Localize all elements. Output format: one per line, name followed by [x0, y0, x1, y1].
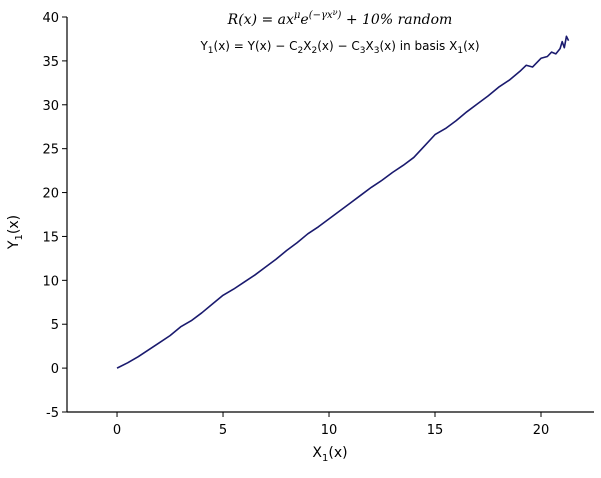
y-tick-label: 25: [42, 143, 59, 158]
y-tick-label: 10: [42, 274, 59, 289]
title-part: + 10% random: [341, 12, 452, 28]
subtitle-part: 3: [360, 46, 366, 56]
data-line: [116, 35, 570, 369]
x-tick-label: 20: [533, 423, 550, 438]
subtitle-part: Y: [199, 39, 208, 53]
subtitle-part: (x): [463, 39, 479, 53]
y-tick-label: 5: [51, 318, 59, 333]
y-tick-label: 15: [42, 230, 59, 245]
title-part: ): [336, 10, 341, 21]
y-tick-label: -5: [46, 406, 59, 421]
y-tick-label: 40: [42, 11, 59, 26]
subtitle-part: 1: [457, 46, 463, 56]
x-tick-label: 15: [427, 423, 444, 438]
y-tick-label: 0: [51, 362, 59, 377]
title-part: μ: [294, 10, 301, 21]
chart-title: R(x) = axμe(−γxν) + 10% random: [227, 8, 453, 28]
subtitle-part: X: [366, 39, 374, 53]
subtitle-part: 2: [312, 46, 318, 56]
subtitle-part: X: [303, 39, 311, 53]
y-label-part: 1: [14, 234, 25, 240]
y-label-part: Y: [6, 240, 22, 250]
title-part: ν: [333, 8, 338, 17]
title-part: (−γx: [309, 10, 333, 21]
subtitle-part: (x) in basis X: [379, 39, 457, 53]
x-tick-label: 5: [219, 423, 227, 438]
x-label-part: (x): [328, 445, 347, 461]
chart-subtitle: Y1(x) = Y(x) − C2X2(x) − C3X3(x) in basi…: [199, 39, 479, 56]
y-tick-label: 20: [42, 187, 59, 202]
x-label-part: X: [312, 445, 322, 461]
subtitle-part: 1: [208, 46, 214, 56]
x-label-part: 1: [322, 453, 328, 464]
x-tick-label: 0: [113, 423, 121, 438]
title-part: R(x) = ax: [227, 12, 294, 28]
subtitle-part: (x) − C: [317, 39, 360, 53]
title-part: e: [300, 12, 308, 28]
y-tick-label: 30: [42, 99, 59, 114]
subtitle-part: (x) = Y(x) − C: [214, 39, 298, 53]
y-label-part: (x): [6, 215, 22, 234]
x-axis-label: X1(x): [312, 445, 347, 464]
subtitle-part: 3: [374, 46, 380, 56]
y-axis-label: Y1(x): [6, 215, 25, 250]
subtitle-part: 2: [298, 46, 304, 56]
x-tick-label: 10: [321, 423, 338, 438]
y-tick-label: 35: [42, 55, 59, 70]
